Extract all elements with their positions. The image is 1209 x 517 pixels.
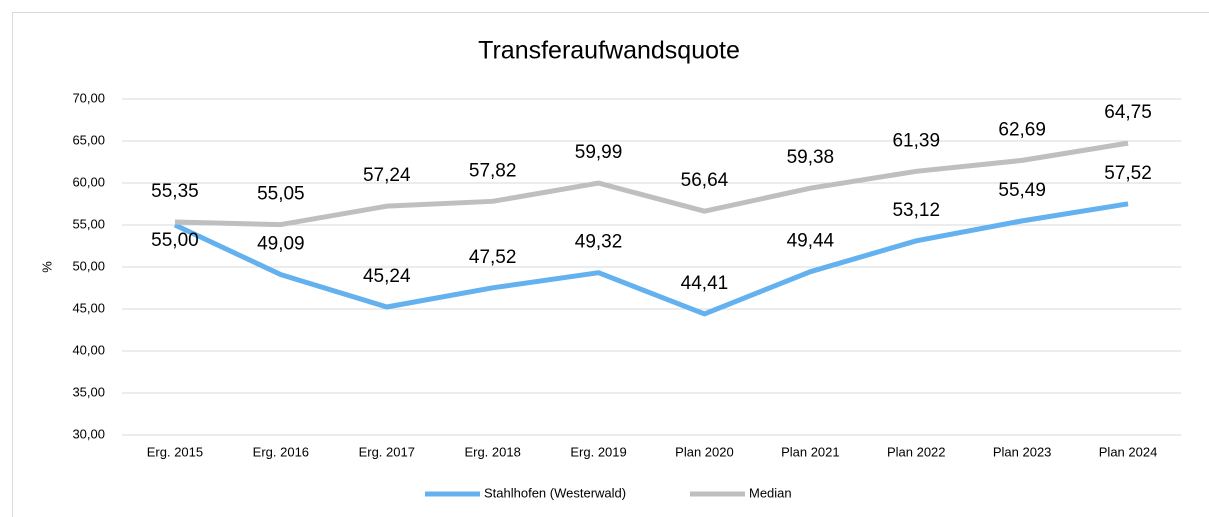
data-label: 59,38	[787, 147, 835, 168]
data-label: 57,52	[1104, 163, 1152, 184]
data-label: 55,05	[257, 184, 305, 205]
data-label: 55,49	[998, 180, 1046, 201]
data-label: 55,00	[151, 230, 199, 251]
y-tick-label: 35,00	[72, 384, 105, 399]
data-label: 55,35	[151, 181, 199, 202]
x-tick-label: Erg. 2015	[147, 444, 203, 459]
data-label: 47,52	[469, 247, 517, 268]
data-label: 44,41	[681, 273, 729, 294]
y-tick-label: 40,00	[72, 342, 105, 357]
x-tick-label: Erg. 2017	[359, 444, 415, 459]
data-label: 49,09	[257, 234, 305, 255]
x-tick-label: Plan 2021	[781, 444, 840, 459]
data-label: 45,24	[363, 266, 411, 287]
y-tick-label: 65,00	[72, 132, 105, 147]
data-label: 53,12	[892, 200, 940, 221]
series-line	[173, 201, 1129, 317]
data-label: 57,24	[363, 165, 411, 186]
y-tick-label: 60,00	[72, 174, 105, 189]
series-line	[174, 140, 1129, 228]
data-label: 57,82	[469, 160, 517, 181]
x-tick-label: Plan 2024	[1099, 444, 1158, 459]
chart-border	[12, 12, 1209, 517]
y-tick-label: 70,00	[72, 90, 105, 105]
x-tick-label: Plan 2020	[675, 444, 734, 459]
data-label: 49,44	[787, 231, 835, 252]
y-axis-label: %	[39, 261, 54, 273]
legend-label: Stahlhofen (Westerwald)	[484, 485, 626, 500]
x-tick-label: Plan 2022	[887, 444, 946, 459]
y-tick-label: 45,00	[72, 300, 105, 315]
legend-label: Median	[749, 485, 792, 500]
chart-title: Transferaufwandsquote	[478, 37, 740, 65]
data-label: 61,39	[892, 130, 940, 151]
data-label: 64,75	[1104, 102, 1152, 123]
data-label: 59,99	[575, 142, 623, 163]
data-label: 49,32	[575, 232, 623, 253]
data-label: 62,69	[998, 119, 1046, 140]
x-tick-label: Erg. 2019	[570, 444, 626, 459]
x-tick-label: Plan 2023	[993, 444, 1052, 459]
y-tick-label: 30,00	[72, 426, 105, 441]
y-tick-label: 50,00	[72, 258, 105, 273]
x-tick-label: Erg. 2018	[464, 444, 520, 459]
x-tick-label: Erg. 2016	[253, 444, 309, 459]
data-label: 56,64	[681, 170, 729, 191]
y-tick-label: 55,00	[72, 216, 105, 231]
